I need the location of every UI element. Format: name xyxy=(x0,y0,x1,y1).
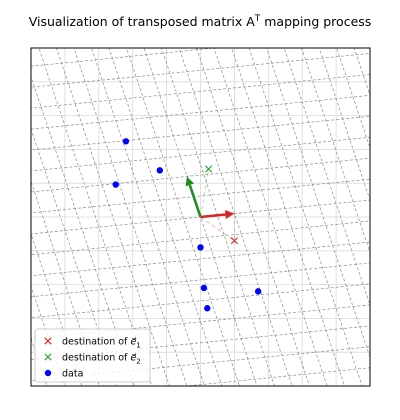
data-point xyxy=(254,288,262,295)
e2-image-arrow-head xyxy=(185,176,195,187)
transformed-grid-line xyxy=(31,262,370,298)
transformed-grid-line xyxy=(31,157,370,193)
data-point xyxy=(197,244,204,251)
transformed-grid-line xyxy=(0,413,400,420)
transformed-grid-line xyxy=(31,48,218,67)
arrow-layer xyxy=(185,176,235,219)
destination-point-1 xyxy=(230,237,238,245)
transformed-grid-line xyxy=(31,53,370,88)
transformed-grid-line xyxy=(0,0,400,62)
transformed-grid-line xyxy=(0,0,400,1)
legend-label: destination of e⃗1 xyxy=(62,337,141,350)
destination-point-1-stroke xyxy=(230,237,238,245)
transformed-grid-line xyxy=(283,48,370,306)
dashed-guides xyxy=(186,168,235,242)
e2-guide-line xyxy=(186,168,209,177)
e1-image-arrow-head xyxy=(224,210,235,219)
legend-marker-data xyxy=(44,369,52,377)
transformed-grid-line xyxy=(266,48,370,359)
plot-frame xyxy=(30,47,371,387)
transformed-grid-line xyxy=(353,48,370,97)
legend-marker-2 xyxy=(44,353,52,361)
destination-point-2-stroke xyxy=(205,165,213,173)
e2-guide-line xyxy=(200,168,210,218)
transformed-grid-line xyxy=(0,393,400,420)
point-layer xyxy=(112,138,262,312)
transformed-grid-line xyxy=(248,48,363,386)
e2-image-arrow xyxy=(188,184,202,218)
e1-guide-line xyxy=(200,216,235,242)
data-point xyxy=(204,305,211,312)
chart-title: Visualization of transposed matrix AT ma… xyxy=(29,14,372,29)
transformed-grid-line xyxy=(31,115,370,151)
transformed-grid-line xyxy=(336,48,370,149)
legend-marker-1-stroke xyxy=(44,337,52,345)
transformed-grid-line xyxy=(231,48,345,386)
transformed-grid-line xyxy=(31,136,370,172)
transformed-grid-line xyxy=(31,94,370,130)
data-point xyxy=(200,284,208,292)
legend-label: data xyxy=(62,369,83,380)
transformed-grid-line xyxy=(31,74,370,109)
transformed-grid-line xyxy=(301,48,370,254)
legend: destination of e⃗1 destination of e⃗2 data xyxy=(34,328,151,383)
data-point xyxy=(156,167,164,174)
destination-point-2 xyxy=(205,165,213,173)
e1-image-arrow xyxy=(200,213,226,219)
data-point xyxy=(112,181,119,188)
transformed-grid-line xyxy=(38,48,153,386)
transformed-grid-line xyxy=(31,220,370,256)
legend-box xyxy=(34,328,151,383)
legend-marker-1 xyxy=(44,337,52,345)
transformed-grid-line xyxy=(31,283,370,319)
transformed-grid-line xyxy=(183,367,370,386)
transformed-grid-line xyxy=(0,0,400,82)
legend-label: destination of e⃗2 xyxy=(62,353,141,366)
transformed-grid-line xyxy=(31,180,100,386)
transformed-grid-line xyxy=(31,304,370,340)
transformed-grid-line xyxy=(150,0,400,420)
legend-marker-2-stroke xyxy=(44,353,52,361)
data-point xyxy=(122,138,130,145)
